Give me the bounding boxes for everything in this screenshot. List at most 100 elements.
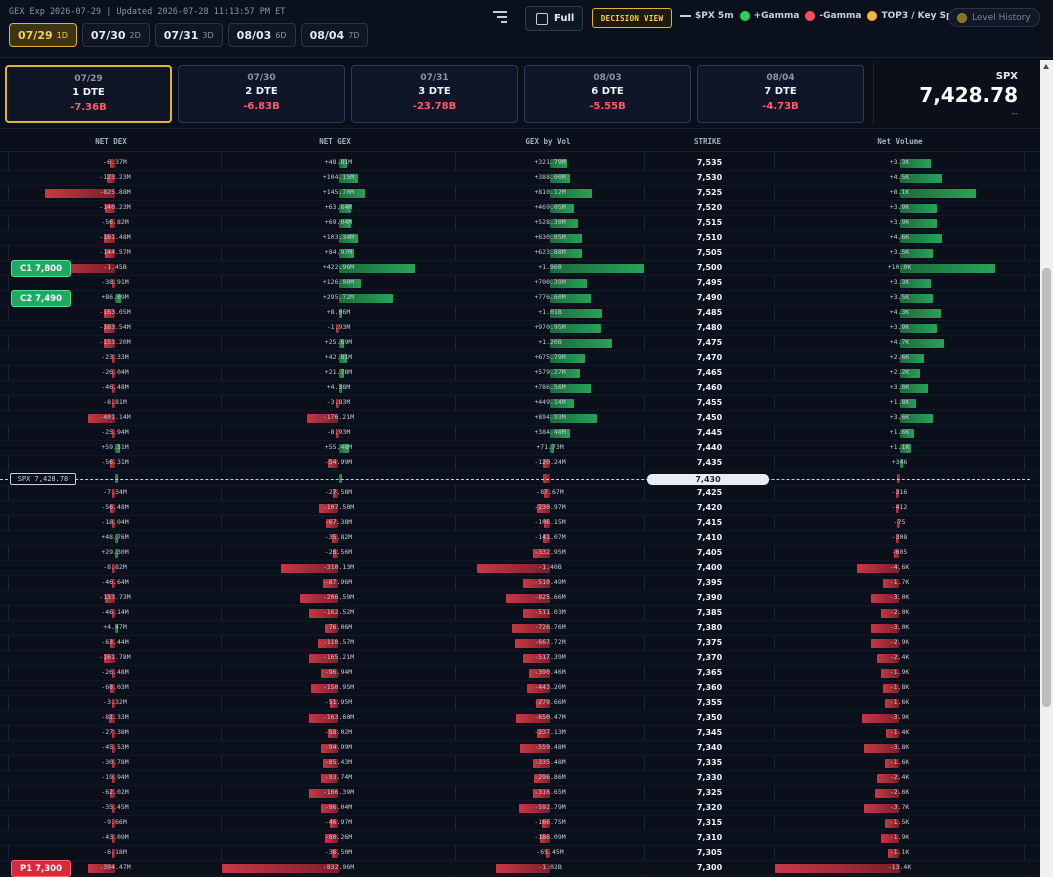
level-c2-badge[interactable]: C2 7,490 — [11, 290, 71, 307]
table-row[interactable]: -153.20M +25.69M +1.20B 7,475 +4.7K — [0, 336, 1040, 351]
expiry-card-0730[interactable]: 07/30 2 DTE -6.83B — [178, 65, 345, 123]
col-gex-by-vol[interactable]: GEX by Vol — [525, 137, 571, 146]
col-net-dex[interactable]: NET DEX — [95, 137, 127, 146]
table-row[interactable]: -45.53M -94.99M -559.48M 7,340 -3.8K — [0, 741, 1040, 756]
table-row[interactable]: -62.02M -166.39M -316.65M 7,325 -2.6K — [0, 786, 1040, 801]
expiry-tab-0729[interactable]: 07/29 1D — [9, 23, 77, 47]
col-strike[interactable]: STRIKE — [693, 137, 722, 146]
table-row[interactable]: -163.05M +8.06M +1.01B 7,485 +4.3K — [0, 306, 1040, 321]
dex-cell: -46.48M — [9, 381, 221, 396]
table-row[interactable]: -38.91M +126.00M +700.39M 7,495 +3.3K — [0, 276, 1040, 291]
expiry-tab-0731[interactable]: 07/31 3D — [154, 23, 223, 47]
table-row[interactable]: -401.14M -176.21M +894.93M 7,450 +3.6K — [0, 411, 1040, 426]
table-row[interactable]: -1.45B +422.96M +1.96B 7,500 +10.0K — [0, 261, 1040, 276]
table-row[interactable]: +48.76M -35.82M -141.07M 7,410 -308 — [0, 531, 1040, 546]
negative-bar — [880, 669, 900, 678]
table-row[interactable]: -825.88M +145.70M +810.12M 7,525 +8.1K — [0, 186, 1040, 201]
table-row[interactable]: -161.48M +103.34M +630.05M 7,510 +4.6K — [0, 231, 1040, 246]
legend-spx5m[interactable]: $PX 5m — [680, 11, 734, 21]
vol-cell: -120.24M — [456, 456, 644, 471]
table-row[interactable]: -140.23M +63.64M +469.05M 7,520 +3.9K — [0, 201, 1040, 216]
table-row[interactable]: -25.94M -8.93M +384.48M 7,445 +1.6K — [0, 426, 1040, 441]
scrollbar-thumb[interactable] — [1040, 266, 1053, 709]
table-row[interactable]: -133.73M -206.59M -825.66M 7,390 -3.0K — [0, 591, 1040, 606]
table-row[interactable]: -46.64M -87.96M -510.49M 7,395 -1.7K — [0, 576, 1040, 591]
full-toggle-button[interactable]: Full — [525, 6, 583, 31]
table-row[interactable]: -26.48M -96.94M -390.46M 7,365 -1.9K — [0, 666, 1040, 681]
col-net-volume[interactable]: Net Volume — [877, 137, 923, 146]
table-row[interactable]: -56.48M -107.58M -230.97M 7,420 -412 — [0, 501, 1040, 516]
net-volume-cell: +1.8K — [775, 396, 1024, 411]
level-p1-badge[interactable]: P1 7,300 — [11, 860, 71, 877]
table-row[interactable]: -8.82M -310.13M -1.40B 7,400 -4.6K — [0, 561, 1040, 576]
strike-value: 7,450 — [696, 413, 723, 422]
table-row[interactable]: +86.09M +295.72M +776.60M 7,490 +3.5K — [0, 291, 1040, 306]
cell-value: -9.66M — [103, 818, 127, 826]
legend-top3[interactable]: TOP3 / Key Spot — [867, 11, 963, 21]
table-row[interactable]: -394.47M -832.96M -1.02B 7,300 -13.4K — [0, 861, 1040, 876]
expiry-tab-0803[interactable]: 08/03 6D — [227, 23, 296, 47]
strike-value: 7,520 — [696, 203, 723, 212]
net-volume-cell: +346 — [775, 456, 1024, 471]
table-row[interactable]: -8.81M -3.83M +449.14M 7,455 +1.8K — [0, 396, 1040, 411]
table-row[interactable]: -123.23M +104.15M +388.00M 7,530 +4.5K — [0, 171, 1040, 186]
expiry-tab-0730[interactable]: 07/30 2D — [81, 23, 150, 47]
table-row[interactable]: +59.31M +55.48M +71.73M 7,440 +1.1K — [0, 441, 1040, 456]
table-row[interactable]: -26.04M +21.78M +579.27M 7,465 +2.2K — [0, 366, 1040, 381]
table-row[interactable]: -6.18M -36.50M -65.45M 7,305 -1.1K — [0, 846, 1040, 861]
table-row[interactable]: -163.54M -1.93M +970.95M 7,480 +3.9K — [0, 321, 1040, 336]
expiry-card-0804[interactable]: 08/04 7 DTE -4.73B — [697, 65, 864, 123]
table-row[interactable]: +29.30M -26.56M -332.95M 7,405 -605 — [0, 546, 1040, 561]
table-row[interactable]: -46.14M -162.52M -511.03M 7,385 -2.0K — [0, 606, 1040, 621]
table-row[interactable]: -161.78M -165.21M -517.39M 7,370 -2.4K — [0, 651, 1040, 666]
table-row[interactable]: -6.37M +48.81M +321.79M 7,535 +3.3K — [0, 156, 1040, 171]
vol-cell: -65.45M — [456, 846, 644, 861]
cell-value: -65.45M — [536, 848, 564, 856]
cell-value: -38.91M — [101, 278, 129, 286]
table-row[interactable]: -30.78M -85.43M -335.48M 7,335 -1.6K — [0, 756, 1040, 771]
filter-menu-icon[interactable] — [493, 11, 507, 23]
table-row[interactable]: -23.33M +42.81M +675.79M 7,470 +2.6K — [0, 351, 1040, 366]
scroll-up-icon[interactable] — [1043, 64, 1049, 69]
legend-neg-gamma[interactable]: -Gamma — [805, 11, 861, 21]
level-c1-badge[interactable]: C1 7,800 — [11, 260, 71, 277]
vol-cell: -141.07M — [456, 531, 644, 546]
table-row[interactable]: -18.04M -67.38M -106.15M 7,415 -75 — [0, 516, 1040, 531]
vol-cell: +700.39M — [456, 276, 644, 291]
strike-value: 7,375 — [696, 638, 723, 647]
table-row[interactable]: -81.33M -163.60M -650.47M 7,350 -3.9K — [0, 711, 1040, 726]
expiry-card-0803[interactable]: 08/03 6 DTE -5.55B — [524, 65, 691, 123]
table-row[interactable]: -56.82M +69.04M +528.30M 7,515 +3.9K — [0, 216, 1040, 231]
gex-cell: -96.94M — [222, 666, 455, 681]
negative-bar — [307, 414, 339, 423]
expiry-card-0729[interactable]: 07/29 1 DTE -7.36B — [5, 65, 172, 123]
cell-value: -592.79M — [534, 803, 566, 811]
cell-value: -296.86M — [534, 773, 566, 781]
table-row[interactable]: -56.31M -54.99M -120.24M 7,435 +346 — [0, 456, 1040, 471]
decision-view-button[interactable]: DECISION VIEW — [592, 8, 672, 28]
dex-cell: -19.94M — [9, 771, 221, 786]
table-row[interactable]: -27.38M -58.02M -237.13M 7,345 -1.4K — [0, 726, 1040, 741]
table-row[interactable]: -9.66M -46.97M -166.75M 7,315 -1.5K — [0, 816, 1040, 831]
cell-value: -23.33M — [101, 353, 129, 361]
table-row[interactable]: -7.34M -27.58M -87.67M 7,425 -316 — [0, 486, 1040, 501]
net-volume-cell: +3.3K — [775, 276, 1024, 291]
level-history-button[interactable]: Level History — [948, 8, 1040, 27]
table-row[interactable]: -43.09M -80.26M -186.09M 7,310 -1.9K — [0, 831, 1040, 846]
table-row[interactable]: -19.94M -93.74M -296.86M 7,330 -2.4K — [0, 771, 1040, 786]
net-volume-cell: -3.0K — [775, 591, 1024, 606]
table-row[interactable]: -35.45M -96.04M -592.79M 7,320 -3.7K — [0, 801, 1040, 816]
legend-pos-gamma[interactable]: +Gamma — [739, 11, 799, 21]
table-row[interactable]: -46.48M +4.38M +786.56M 7,460 +3.0K — [0, 381, 1040, 396]
expiry-card-0731[interactable]: 07/31 3 DTE -23.78B — [351, 65, 518, 123]
negative-bar — [111, 804, 115, 813]
cell-value: +346 — [891, 458, 908, 466]
table-row[interactable]: -63.44M -110.57M -667.72M 7,375 -2.9K — [0, 636, 1040, 651]
table-row[interactable]: +4.47M -76.06M -726.76M 7,380 -3.0K — [0, 621, 1040, 636]
col-net-gex[interactable]: NET GEX — [319, 137, 351, 146]
expiry-tab-0804[interactable]: 08/04 7D — [300, 23, 369, 47]
table-row[interactable]: -68.03M -150.95M -443.20M 7,360 -1.8K — [0, 681, 1040, 696]
table-row[interactable]: -144.57M +84.97M +623.88M 7,505 +3.5K — [0, 246, 1040, 261]
net-volume-cell: -75 — [775, 516, 1024, 531]
table-row[interactable]: -3.32M -51.95M -279.66M 7,355 -1.6K — [0, 696, 1040, 711]
